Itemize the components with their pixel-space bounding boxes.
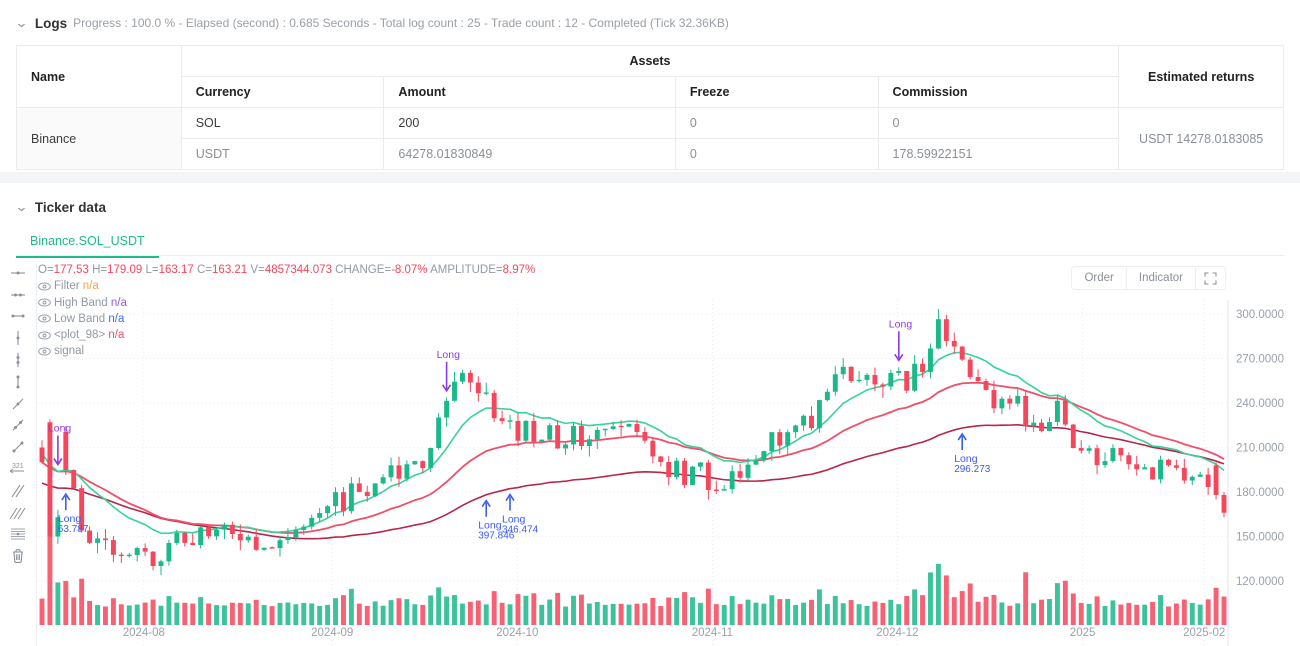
svg-text:300.0000: 300.0000 <box>1236 309 1284 321</box>
svg-text:240.0000: 240.0000 <box>1236 398 1284 410</box>
svg-text:150.0000: 150.0000 <box>1236 532 1284 544</box>
svg-text:Long: Long <box>889 318 913 330</box>
svg-text:210.0000: 210.0000 <box>1236 443 1284 455</box>
svg-text:2024-10: 2024-10 <box>496 627 538 639</box>
svg-text:2024-12: 2024-12 <box>876 627 918 639</box>
svg-text:63.787: 63.787 <box>58 524 89 535</box>
svg-text:2024-11: 2024-11 <box>692 627 733 639</box>
svg-text:180.0000: 180.0000 <box>1236 487 1284 499</box>
svg-text:346.474: 346.474 <box>502 525 539 536</box>
svg-text:120.0000: 120.0000 <box>1236 576 1284 588</box>
svg-text:296.273: 296.273 <box>954 464 991 475</box>
svg-text:2024-08: 2024-08 <box>123 627 165 639</box>
svg-text:2025: 2025 <box>1070 627 1096 639</box>
svg-text:270.0000: 270.0000 <box>1236 354 1284 366</box>
svg-text:2024-09: 2024-09 <box>311 627 353 639</box>
svg-text:2025-02: 2025-02 <box>1183 627 1225 639</box>
svg-text:Long: Long <box>48 423 72 435</box>
